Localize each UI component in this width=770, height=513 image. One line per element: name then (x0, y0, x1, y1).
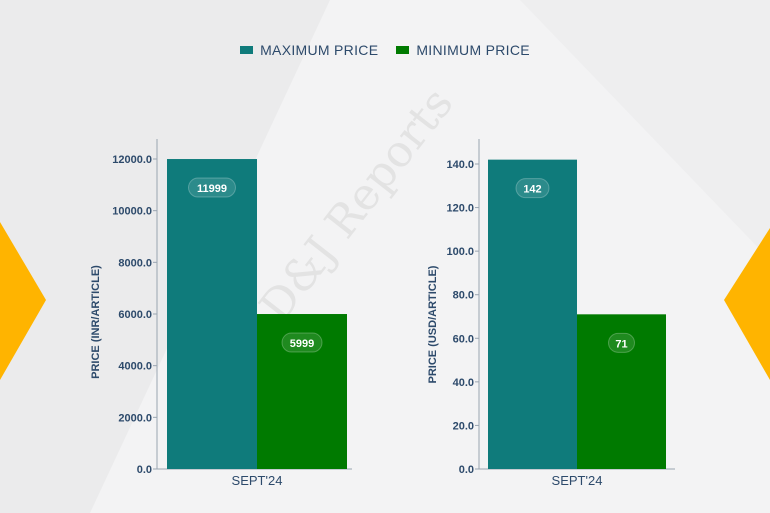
left-accent-chevron (0, 222, 46, 380)
data-label-bubble (281, 332, 323, 353)
y-axis-title: PRICE (INR/ARTICLE) (90, 265, 102, 379)
y-tick-label: 100.0 (446, 246, 474, 258)
x-tick-label: SEPT'24 (552, 473, 603, 488)
y-tick-label: 10000.0 (112, 206, 152, 218)
x-tick-label: SEPT'24 (232, 473, 283, 488)
y-tick-label: 40.0 (453, 377, 474, 389)
y-tick-label: 2000.0 (118, 412, 152, 424)
legend: MAXIMUM PRICE MINIMUM PRICE (0, 42, 770, 58)
data-label-bubble (608, 332, 635, 353)
y-tick-label: 60.0 (453, 333, 474, 345)
legend-swatch-minimum (396, 46, 410, 54)
y-tick-label: 80.0 (453, 290, 474, 302)
data-label: 11999 (197, 183, 227, 195)
data-label: 5999 (290, 338, 314, 350)
background-shape (0, 0, 330, 513)
legend-item-minimum[interactable]: MINIMUM PRICE (396, 42, 530, 58)
data-label: 71 (615, 338, 627, 350)
y-tick-label: 120.0 (446, 203, 474, 215)
y-tick-label: 0.0 (459, 464, 474, 476)
legend-swatch-maximum (240, 46, 254, 54)
y-tick-label: 140.0 (446, 159, 474, 171)
y-tick-label: 6000.0 (118, 309, 152, 321)
background-shape (520, 0, 770, 260)
data-label-bubble (515, 178, 550, 199)
bar-minimum-price[interactable] (257, 314, 347, 469)
bar-maximum-price[interactable] (167, 159, 257, 470)
bar-maximum-price[interactable] (488, 159, 577, 469)
right-accent-chevron (724, 228, 770, 380)
y-tick-label: 4000.0 (118, 361, 152, 373)
y-tick-label: 0.0 (137, 464, 152, 476)
legend-label-maximum: MAXIMUM PRICE (260, 42, 379, 58)
legend-item-maximum[interactable]: MAXIMUM PRICE (240, 42, 378, 58)
data-label: 142 (523, 184, 541, 196)
data-label-bubble (188, 177, 236, 198)
y-tick-label: 12000.0 (112, 154, 152, 166)
y-tick-label: 8000.0 (118, 257, 152, 269)
y-tick-label: 20.0 (453, 420, 474, 432)
bar-minimum-price[interactable] (577, 314, 666, 469)
legend-label-minimum: MINIMUM PRICE (416, 42, 530, 58)
y-axis-title: PRICE (USD/ARTICLE) (427, 265, 439, 383)
